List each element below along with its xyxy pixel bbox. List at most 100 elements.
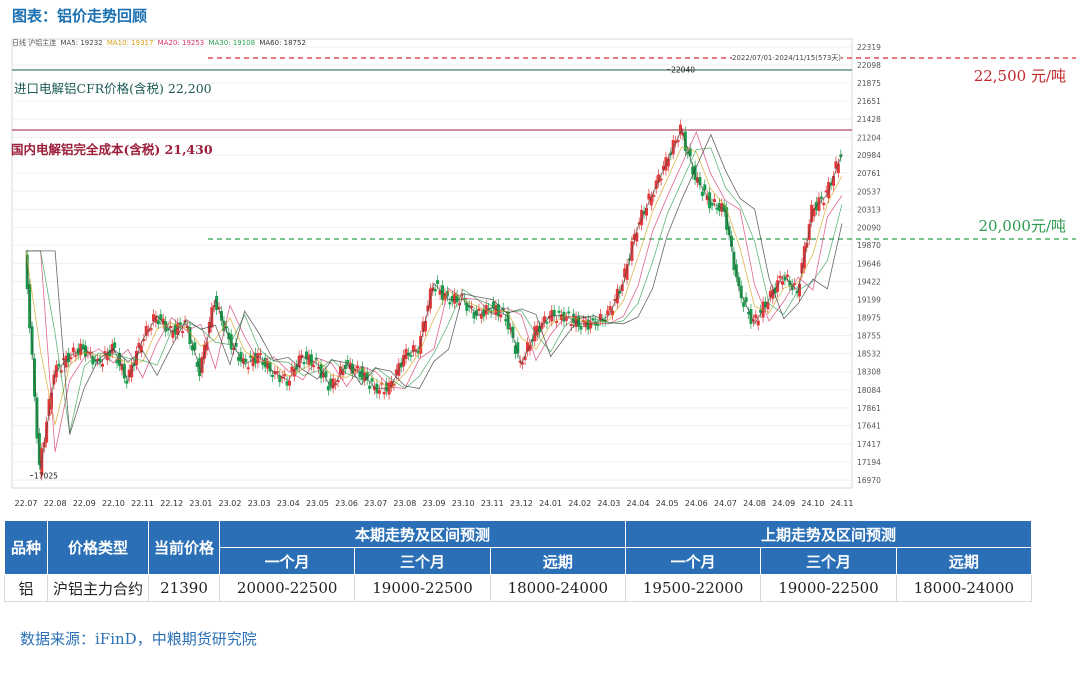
candle-body bbox=[169, 326, 172, 329]
candle-body bbox=[164, 321, 168, 332]
candle-body bbox=[822, 202, 826, 206]
candle-body bbox=[645, 207, 648, 216]
subheader-3m-this: 三个月 bbox=[354, 547, 491, 575]
y-tick-label: 17861 bbox=[857, 404, 881, 413]
table-row: 铝 沪铝主力合约 21390 20000-22500 19000-22500 1… bbox=[4, 574, 1033, 602]
candle-body bbox=[492, 301, 495, 309]
ma-line bbox=[26, 147, 843, 433]
candle-body bbox=[144, 325, 148, 336]
candle-body bbox=[657, 174, 661, 183]
cell-1m-last: 19500-22000 bbox=[624, 574, 762, 602]
candle-body bbox=[754, 314, 758, 319]
candle-body bbox=[647, 193, 651, 200]
forecast-table: 品种 价格类型 当前价格 本期走势及区间预测 上期走势及区间预测 一个月 三个月… bbox=[4, 520, 1033, 602]
candle-body bbox=[713, 199, 716, 202]
y-tick-label: 18975 bbox=[857, 314, 881, 323]
candle-body bbox=[448, 302, 452, 305]
y-tick-label: 17417 bbox=[857, 440, 881, 449]
candle-body bbox=[523, 356, 527, 360]
candle-body bbox=[346, 360, 350, 364]
y-tick-label: 18308 bbox=[857, 368, 881, 377]
candle-body bbox=[45, 421, 49, 443]
candle-body bbox=[127, 369, 131, 378]
x-tick-label: 24.06 bbox=[685, 499, 708, 508]
candle-body bbox=[453, 293, 457, 304]
candle-body bbox=[142, 339, 146, 342]
candle-body bbox=[113, 342, 117, 349]
candle-body bbox=[224, 326, 228, 329]
candle-body bbox=[334, 383, 338, 386]
candle-body bbox=[579, 325, 583, 330]
cell-3m-last: 19000-22500 bbox=[760, 574, 897, 602]
candle-body bbox=[722, 204, 726, 212]
full-cost-annotation: 国内电解铝完全成本(含税) 21,430 bbox=[11, 142, 213, 157]
candle-body bbox=[810, 204, 814, 223]
candle-body bbox=[251, 356, 255, 367]
data-source: 数据来源：iFinD，中粮期货研究院 bbox=[20, 630, 257, 648]
candle-body bbox=[569, 323, 573, 326]
candle-body bbox=[475, 310, 478, 316]
candle-body bbox=[305, 351, 308, 360]
candle-body bbox=[788, 280, 792, 286]
candle-body bbox=[730, 235, 733, 247]
candle-body bbox=[115, 359, 119, 364]
aluminum-price-chart: 22319 22098 21875 21651 21428 21204 20984 20761… bbox=[11, 38, 1076, 508]
candle-body bbox=[356, 365, 359, 369]
candle-body bbox=[812, 208, 816, 217]
candle-body bbox=[190, 345, 194, 351]
candle-body bbox=[103, 351, 107, 355]
candle-body bbox=[71, 347, 75, 353]
candle-body bbox=[518, 360, 522, 363]
candle-body bbox=[266, 360, 270, 369]
candle-body bbox=[472, 312, 476, 319]
x-tick-label: 23.09 bbox=[423, 499, 446, 508]
candle-body bbox=[411, 345, 415, 352]
candle-body bbox=[110, 344, 114, 354]
y-tick-label: 19870 bbox=[857, 241, 881, 250]
candle-body bbox=[781, 281, 784, 285]
y-tick-label: 22098 bbox=[857, 61, 881, 70]
candle-body bbox=[241, 358, 245, 364]
candle-body bbox=[635, 232, 639, 242]
candle-body bbox=[710, 203, 714, 206]
header-this-period: 本期走势及区间预测 bbox=[219, 520, 626, 548]
candle-body bbox=[700, 191, 704, 197]
candle-body bbox=[275, 371, 279, 374]
table-header-row: 品种 价格类型 当前价格 本期走势及区间预测 上期走势及区间预测 bbox=[4, 520, 1033, 575]
upper-bound-annotation: 22,500 元/吨 bbox=[973, 67, 1066, 85]
candle-body bbox=[419, 336, 423, 354]
candle-body bbox=[783, 276, 787, 281]
y-tick-label: 20761 bbox=[857, 169, 881, 178]
x-tick-label: 22.11 bbox=[131, 499, 154, 508]
candle-body bbox=[596, 323, 600, 326]
candle-body bbox=[278, 375, 282, 383]
candle-body bbox=[300, 354, 304, 359]
candle-body bbox=[336, 380, 340, 383]
candle-body bbox=[205, 341, 209, 351]
header-last-period: 上期走势及区间预测 bbox=[624, 520, 1033, 548]
candle-body bbox=[414, 349, 418, 352]
candle-body bbox=[351, 364, 355, 374]
candle-body bbox=[834, 161, 838, 169]
candle-body bbox=[339, 366, 342, 375]
candle-body bbox=[679, 124, 682, 135]
candle-body bbox=[84, 345, 87, 357]
candle-body bbox=[268, 362, 272, 372]
candle-body bbox=[181, 331, 185, 334]
candle-body bbox=[606, 310, 610, 316]
candle-body bbox=[96, 358, 100, 361]
subheader-1m-last: 一个月 bbox=[624, 547, 762, 575]
candle-body bbox=[217, 307, 221, 310]
y-tick-label: 19422 bbox=[857, 278, 881, 287]
candle-body bbox=[773, 287, 777, 294]
candle-body bbox=[555, 320, 559, 323]
legend-prefix: 日线 沪铝主连 bbox=[12, 39, 57, 47]
candle-body bbox=[654, 180, 658, 189]
candle-body bbox=[611, 310, 614, 316]
x-tick-label: 23.02 bbox=[219, 499, 242, 508]
candle-body bbox=[326, 386, 330, 391]
x-tick-label: 24.04 bbox=[627, 499, 650, 508]
y-tick-label: 16970 bbox=[857, 476, 881, 485]
candle-body bbox=[800, 262, 804, 274]
candle-body bbox=[737, 277, 741, 287]
